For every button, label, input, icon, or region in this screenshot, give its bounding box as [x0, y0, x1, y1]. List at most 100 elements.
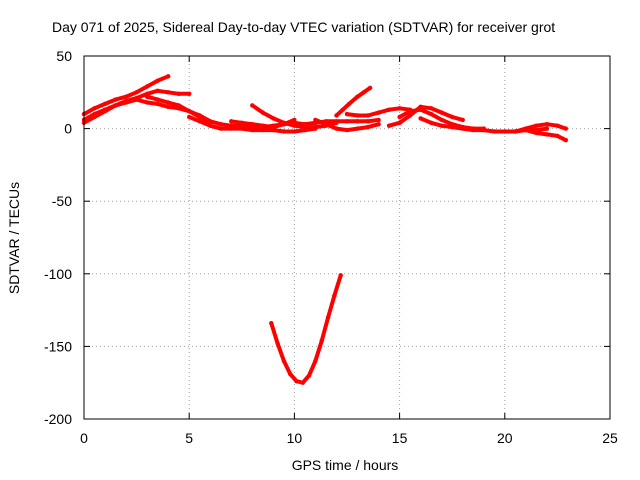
data-point-track-g-7: [334, 119, 339, 124]
data-point-track-n-3: [450, 124, 455, 130]
data-point-dip-arc-0: [269, 321, 274, 326]
data-point-track-j-1: [340, 107, 345, 112]
data-point-track-b-8: [166, 90, 171, 95]
data-point-track-m-1: [407, 109, 413, 114]
data-point-track-a-1: [92, 106, 97, 111]
x-tick-label-2: 10: [287, 430, 303, 446]
data-point-track-k-3: [344, 127, 350, 133]
data-point-track-o-4: [555, 123, 560, 128]
data-point-track-n-12: [544, 126, 550, 131]
data-point-track-f-6: [313, 124, 318, 130]
data-point-track-a-2: [102, 101, 108, 107]
data-point-track-o-0: [513, 129, 518, 134]
x-tick-label-3: 15: [392, 430, 408, 446]
data-point-track-n-0: [418, 116, 423, 121]
data-point-track-i-4: [386, 107, 392, 112]
y-tick-label-5: 50: [56, 48, 72, 64]
y-tick-label-4: 0: [64, 121, 72, 137]
data-point-track-o-5: [563, 126, 568, 131]
x-tick-label-5: 25: [602, 430, 618, 446]
y-tick-label-0: -200: [44, 411, 72, 427]
data-point-track-d-6: [208, 119, 213, 124]
y-axis-label: SDTVAR / TECUs: [6, 182, 22, 294]
data-point-track-c-8: [166, 104, 171, 110]
data-point-dip-arc-6: [306, 373, 312, 378]
data-point-track-c-1: [92, 114, 97, 120]
data-point-track-m-0: [397, 114, 402, 120]
data-point-track-p-3: [555, 133, 560, 139]
data-point-track-g-9: [355, 119, 360, 124]
data-point-track-i-5: [397, 106, 402, 111]
data-point-track-i-3: [376, 110, 381, 115]
data-point-track-c-5: [134, 97, 139, 102]
data-point-dip-arc-10: [332, 293, 337, 298]
data-point-track-g-11: [376, 117, 381, 123]
data-point-track-m-2: [418, 107, 423, 112]
data-point-track-n-5: [471, 127, 476, 133]
data-point-track-c-2: [102, 109, 108, 114]
data-point-track-b-7: [155, 88, 160, 94]
tick-labels: 0 5 10 15 20 25 -200 -150 -100 -50 0 50: [44, 48, 618, 446]
data-point-track-g-10: [365, 119, 371, 124]
data-point-dip-arc-7: [313, 358, 318, 364]
data-point-track-a-4: [123, 94, 129, 99]
data-point-track-o-2: [534, 123, 539, 128]
data-point-track-k-0: [313, 117, 318, 123]
data-point-track-h-6: [292, 117, 297, 123]
data-point-track-l-0: [386, 123, 392, 128]
data-point-track-h-1: [239, 120, 244, 126]
data-point-dip-arc-11: [338, 273, 343, 278]
data-point-track-i-0: [344, 111, 350, 117]
data-point-dip-arc-3: [288, 371, 293, 377]
axis-frame: [83, 55, 611, 420]
data-point-track-n-7: [492, 129, 497, 134]
data-point-track-c-3: [113, 103, 118, 108]
data-point-track-h-2: [250, 122, 255, 127]
data-point-track-o-3: [544, 122, 550, 127]
data-point-track-b-10: [187, 91, 192, 97]
data-point-track-i-1: [355, 113, 360, 118]
data-point-dip-arc-2: [281, 358, 287, 364]
data-point-track-d-7: [218, 122, 223, 127]
data-point-track-l-4: [429, 106, 434, 111]
data-point-track-d-3: [176, 103, 181, 108]
data-point-track-d-4: [187, 109, 192, 114]
data-point-track-j-2: [346, 101, 352, 107]
data-point-track-p-4: [563, 138, 568, 143]
data-point-track-e-3: [218, 126, 223, 131]
data-point-track-h-3: [260, 123, 265, 128]
data-point-track-a-7: [155, 78, 160, 83]
data-point-track-f-2: [271, 116, 276, 121]
data-point-track-f-1: [260, 110, 265, 115]
data-point-track-g-4: [302, 122, 308, 127]
data-point-track-l-6: [450, 114, 455, 120]
data-point-dip-arc-9: [325, 315, 331, 320]
data-point-track-e-5: [239, 126, 244, 131]
data-point-track-c-4: [123, 100, 129, 105]
data-point-track-c-7: [155, 101, 160, 107]
data-point-track-j-0: [334, 113, 339, 118]
data-point-track-n-6: [481, 127, 486, 133]
x-tick-label-0: 0: [80, 430, 88, 446]
data-point-track-e-9: [281, 129, 287, 134]
data-point-track-e-0: [187, 114, 192, 120]
y-tick-label-2: -100: [44, 266, 72, 282]
data-point-track-a-5: [134, 90, 139, 95]
data-point-track-k-4: [355, 126, 360, 131]
plot-border: [83, 55, 611, 420]
data-point-dip-arc-4: [294, 379, 299, 384]
data-point-track-d-1: [155, 97, 160, 102]
data-point-track-e-6: [250, 127, 255, 133]
y-tick-label-1: -150: [44, 338, 72, 354]
data-point-track-l-1: [397, 120, 402, 126]
data-point-track-k-5: [365, 124, 371, 130]
data-point-track-p-2: [544, 132, 550, 137]
data-point-track-m-3: [429, 111, 434, 117]
data-point-track-m-4: [439, 117, 444, 123]
data-point-track-d-0: [144, 94, 150, 99]
data-point-track-p-0: [523, 127, 528, 133]
data-point-track-n-2: [439, 123, 444, 128]
data-point-track-d-5: [197, 113, 202, 118]
